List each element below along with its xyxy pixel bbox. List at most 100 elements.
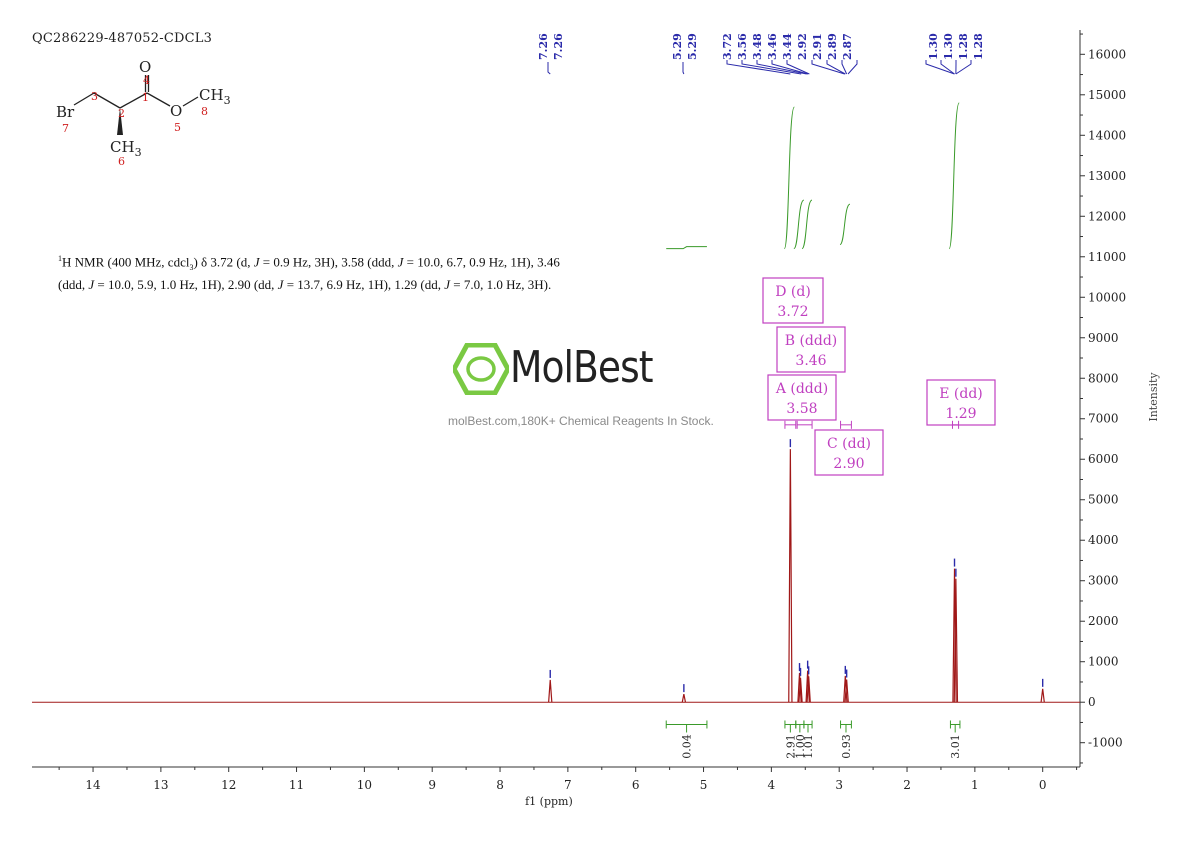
y-tick-label: 15000 <box>1088 88 1126 102</box>
spectrum-peak <box>798 677 803 703</box>
atom-number-6: 6 <box>118 155 125 168</box>
peak-label: 5.29 <box>671 33 684 60</box>
integral-curve <box>783 106 795 250</box>
x-tick-label: 11 <box>289 778 304 792</box>
x-tick-label: 6 <box>632 778 640 792</box>
peak-label: 3.44 <box>781 33 794 60</box>
atom-number-2: 2 <box>118 107 125 120</box>
x-tick-label: 1 <box>971 778 979 792</box>
peak-label: 7.26 <box>537 33 550 60</box>
atom-number-7: 7 <box>62 122 69 135</box>
atom-o5: O <box>170 102 182 120</box>
multiplet-box <box>767 374 837 421</box>
spectrum-peak <box>1040 688 1045 703</box>
y-tick-label: 3000 <box>1088 574 1119 588</box>
peak-connector <box>841 60 848 75</box>
integral-value: 3.01 <box>949 734 962 759</box>
x-tick-label: 4 <box>768 778 776 792</box>
nmr-text-2a: (ddd, <box>58 276 89 292</box>
peak-connector <box>741 60 802 75</box>
y-tick-label: 0 <box>1088 695 1096 709</box>
nmr-text-2b: = 10.0, 5.9, 1.0 Hz, 1H), 2.90 (dd, <box>94 276 278 292</box>
atom-ch3-methyl-sub: 3 <box>135 146 142 159</box>
atom-number-8: 8 <box>201 105 208 118</box>
multiplet-label: A (ddd) <box>775 381 828 397</box>
spectrum-peak <box>844 679 849 703</box>
integral-curve <box>793 199 805 250</box>
integral-value: 0.93 <box>840 734 853 759</box>
sample-id: QC286229-487052-CDCL3 <box>32 31 213 46</box>
nmr-text-2d: = 7.0, 1.0 Hz, 3H). <box>450 276 552 292</box>
spectrum-peak <box>548 679 553 703</box>
multiplet-box <box>776 326 846 373</box>
peak-connector <box>547 62 551 75</box>
y-tick-label: 10000 <box>1088 290 1126 304</box>
y-tick-label: 16000 <box>1088 47 1126 61</box>
y-tick-label: 9000 <box>1088 331 1119 345</box>
x-tick-label: 7 <box>564 778 572 792</box>
integral-curve <box>801 199 813 250</box>
nmr-text-1c: = 0.9 Hz, 3H), 3.58 (ddd, <box>259 254 398 270</box>
x-tick-label: 12 <box>221 778 236 792</box>
x-tick-label: 9 <box>428 778 436 792</box>
peak-connector <box>756 60 807 75</box>
y-tick-label: 7000 <box>1088 412 1119 426</box>
watermark-logo-text: MolBest <box>510 342 653 393</box>
y-tick-label: 2000 <box>1088 614 1119 628</box>
peak-label: 1.28 <box>972 33 985 60</box>
nmr-text-1d: = 10.0, 6.7, 0.9 Hz, 1H), 3.46 <box>403 254 560 270</box>
peak-label: 3.48 <box>751 33 764 60</box>
peak-label: 2.92 <box>796 33 809 60</box>
peak-label: 1.28 <box>957 33 970 60</box>
x-tick-label: 2 <box>903 778 911 792</box>
atom-number-3: 3 <box>91 90 98 103</box>
spectrum-peak <box>805 670 810 703</box>
y-tick-label: 12000 <box>1088 209 1126 223</box>
multiplet-box <box>762 277 824 324</box>
nmr-text-2c: = 13.7, 6.9 Hz, 1H), 1.29 (dd, <box>283 276 445 292</box>
atom-br: Br <box>56 103 75 121</box>
spectrum-peak <box>806 676 811 703</box>
nmr-j-2: J <box>397 254 404 270</box>
spectrum-peak <box>953 578 959 703</box>
integral-value: 2.91 <box>784 734 797 759</box>
y-tick-label: 4000 <box>1088 533 1119 547</box>
bond-c1-o5 <box>146 92 171 107</box>
spectrum-peak <box>788 449 793 703</box>
integral-curve <box>666 246 707 250</box>
peak-connector <box>940 60 955 75</box>
x-tick-label: 14 <box>85 778 101 792</box>
y-tick-label: 14000 <box>1088 128 1126 142</box>
multiplet-label: E (dd) <box>939 386 983 402</box>
peak-label: 3.56 <box>736 33 749 60</box>
spectrum-peak <box>843 675 848 703</box>
nmr-sup: 1 <box>58 254 62 263</box>
peak-connector <box>726 60 791 75</box>
y-tick-label: 11000 <box>1088 250 1126 264</box>
x-tick-label: 5 <box>700 778 708 792</box>
nmr-j-5: J <box>444 276 451 292</box>
nmr-j-4: J <box>277 276 284 292</box>
peak-label: 7.26 <box>552 33 565 60</box>
multiplet-shift: 3.46 <box>795 353 826 369</box>
x-tick-label: 8 <box>496 778 504 792</box>
peak-label: 3.72 <box>721 33 734 60</box>
multiplet-box <box>814 429 884 476</box>
atom-ch3-methyl: CH3 <box>110 138 142 159</box>
atom-ch3-methyl-c: CH <box>110 138 135 156</box>
peak-connector <box>955 60 972 75</box>
integral-curve <box>948 102 960 250</box>
peak-label: 3.46 <box>766 33 779 60</box>
peak-label: 1.30 <box>927 33 940 60</box>
peak-connector <box>786 60 810 75</box>
integral-curve <box>839 203 851 246</box>
atom-ch3-ester: CH3 <box>199 86 231 107</box>
spectrum-peak <box>797 673 802 703</box>
bond-c2-c1 <box>119 92 148 109</box>
y-axis-label: Intensity <box>1147 372 1160 422</box>
multiplet-label: D (d) <box>775 284 811 300</box>
integral-value: 1.00 <box>794 734 807 759</box>
multiplet-shift: 1.29 <box>945 406 976 422</box>
y-tick-label: 1000 <box>1088 655 1119 669</box>
